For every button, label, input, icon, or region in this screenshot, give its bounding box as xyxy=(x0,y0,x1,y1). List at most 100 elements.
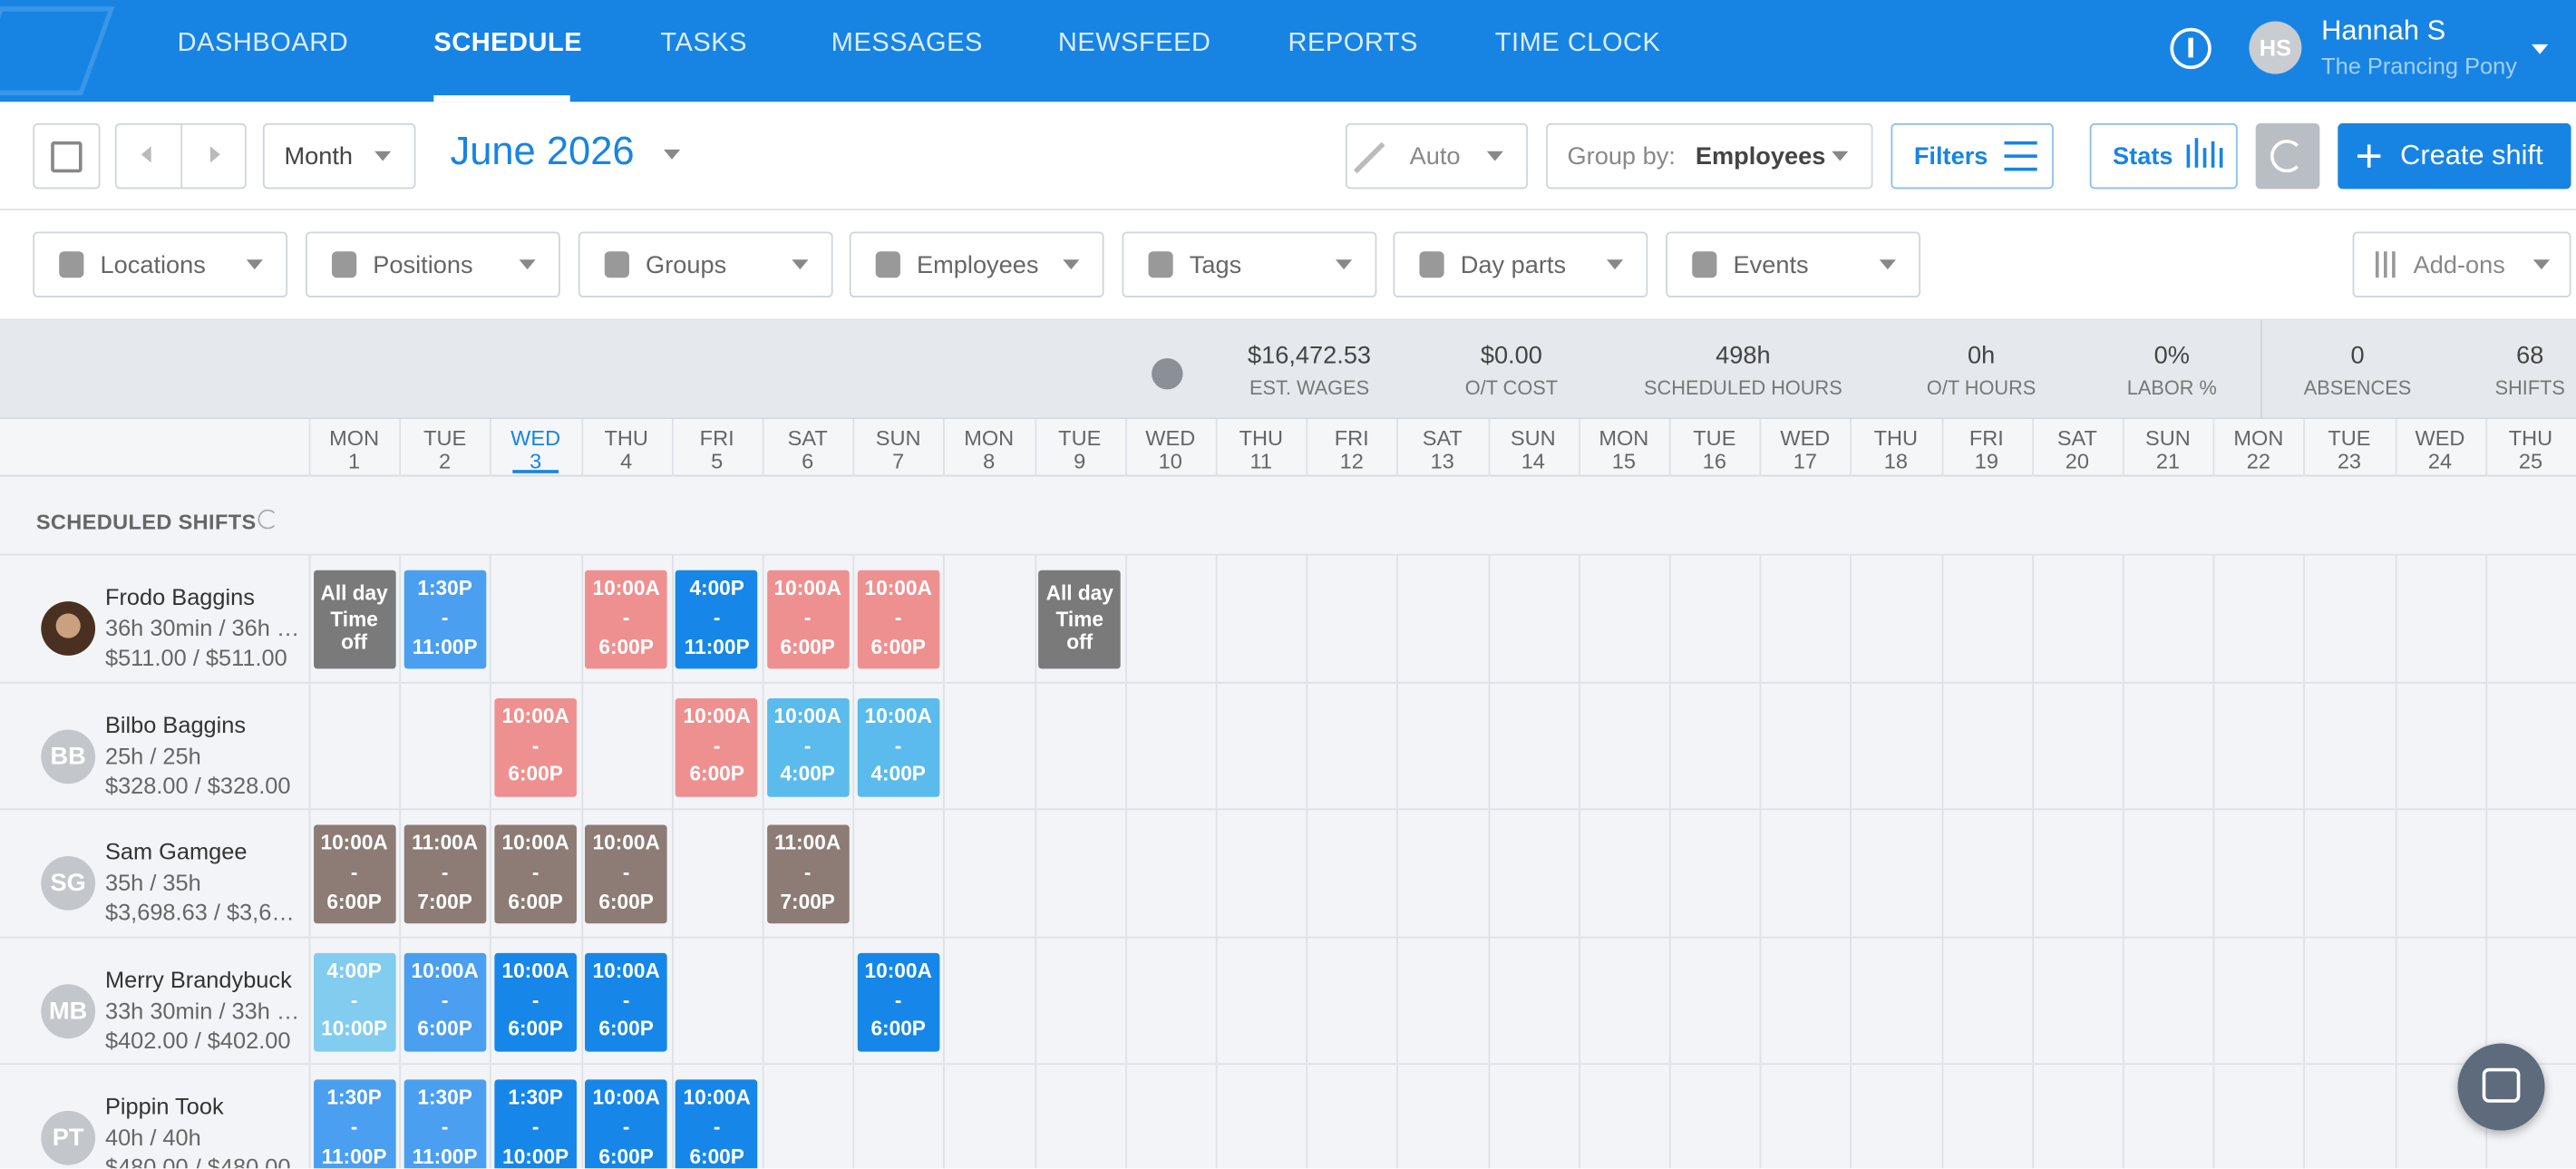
shift-block[interactable]: 10:00A - 6:00P xyxy=(857,951,940,1051)
auto-select[interactable]: Auto xyxy=(1345,122,1529,190)
nav-item[interactable]: MESSAGES xyxy=(831,29,983,58)
prev-next[interactable] xyxy=(114,122,247,190)
filter-dropdown[interactable]: Day parts xyxy=(1393,231,1648,297)
shift-block[interactable]: 10:00A - 6:00P xyxy=(585,951,668,1051)
grid-cell-line xyxy=(2212,555,2215,683)
filter-label: Employees xyxy=(917,251,1039,280)
shift-block[interactable]: 10:00A - 6:00P xyxy=(585,1079,668,1169)
shift-block[interactable]: 10:00A - 4:00P xyxy=(857,697,940,796)
shift-block[interactable]: 4:00P - 11:00P xyxy=(676,570,759,669)
info-icon[interactable] xyxy=(2170,27,2211,70)
shift-block[interactable]: 10:00A - 6:00P xyxy=(313,824,396,924)
group-by-select[interactable]: Group by: Employees xyxy=(1545,122,1873,190)
addons-dropdown[interactable]: Add-ons xyxy=(2352,231,2571,297)
user-avatar[interactable]: HS xyxy=(2249,21,2302,74)
shift-block[interactable]: 10:00A - 6:00P xyxy=(766,570,850,669)
shift-block[interactable]: 10:00A - 6:00P xyxy=(403,951,487,1051)
view-select[interactable]: Month xyxy=(262,122,416,190)
filter-dropdown[interactable]: Events xyxy=(1666,231,1921,297)
shift-block[interactable]: 10:00A - 6:00P xyxy=(676,1079,759,1169)
shift-block[interactable]: All day Time off xyxy=(313,570,396,669)
shift-block[interactable]: 10:00A - 6:00P xyxy=(494,951,578,1051)
shift-block[interactable]: 1:30P - 11:00P xyxy=(403,570,487,669)
day-number: 24 xyxy=(2427,448,2453,473)
grid-cell-line xyxy=(1487,682,1490,811)
stat-label: SCHEDULED HOURS xyxy=(1644,375,1842,400)
shift-block[interactable]: 10:00A - 6:00P xyxy=(494,697,578,796)
shift-block[interactable]: 10:00A - 6:00P xyxy=(585,824,668,924)
plus-v xyxy=(2367,144,2371,168)
next-arrow xyxy=(209,146,220,163)
shift-text: 4:00P xyxy=(689,577,744,601)
create-shift-label: Create shift xyxy=(2400,140,2543,171)
caret xyxy=(1832,151,1849,161)
filter-dropdown[interactable]: Positions xyxy=(306,231,560,297)
shift-block[interactable]: 10:00A - 4:00P xyxy=(766,697,850,796)
shift-block[interactable]: 11:00A - 7:00P xyxy=(403,824,487,924)
nav-item[interactable]: TASKS xyxy=(660,29,748,58)
filter-icon xyxy=(1692,251,1717,278)
shift-text: 7:00P xyxy=(417,890,472,914)
shift-text: 10:00A xyxy=(864,577,932,601)
shift-text: 6:00P xyxy=(598,1018,654,1041)
stats-label: Stats xyxy=(2113,142,2173,171)
nav-item[interactable]: DASHBOARD xyxy=(177,29,349,58)
grid-cell-line xyxy=(2122,810,2124,938)
grid-cell-line xyxy=(490,682,492,811)
shift-block[interactable]: 1:30P - 11:00P xyxy=(403,1079,487,1169)
shift-block[interactable]: 1:30P - 11:00P xyxy=(313,1079,396,1169)
grid-cell-line xyxy=(580,810,583,938)
shift-block[interactable]: 10:00A - 6:00P xyxy=(494,824,578,924)
caret xyxy=(1486,151,1503,161)
shift-text: - xyxy=(713,606,721,630)
filter-dropdown[interactable]: Groups xyxy=(578,231,833,297)
day-number: 12 xyxy=(1339,448,1364,473)
grid-cell-line xyxy=(399,810,402,938)
grid-cell-line xyxy=(1034,555,1036,683)
day-number: 13 xyxy=(1430,448,1454,473)
grid-cell-line xyxy=(1215,555,1218,683)
shift-block[interactable]: 11:00A - 7:00P xyxy=(766,824,850,924)
nav-item[interactable]: NEWSFEED xyxy=(1057,29,1211,58)
day-dow: WED xyxy=(1780,425,1831,451)
shift-block[interactable]: 10:00A - 6:00P xyxy=(676,697,759,796)
shift-block[interactable]: 10:00A - 6:00P xyxy=(857,570,940,669)
user-name[interactable]: Hannah S xyxy=(2321,15,2446,46)
chat-button[interactable] xyxy=(2457,1043,2545,1131)
filter-dropdown[interactable]: Locations xyxy=(33,231,288,297)
grid-cell-line xyxy=(308,810,311,938)
shift-block[interactable]: 4:00P - 10:00P xyxy=(313,951,396,1051)
caret xyxy=(374,151,392,161)
nav-item[interactable]: TIME CLOCK xyxy=(1494,29,1661,58)
shift-block[interactable]: 10:00A - 6:00P xyxy=(585,570,668,669)
day-col-line xyxy=(1034,419,1036,477)
filter-icon xyxy=(1419,251,1444,278)
shift-text: 6:00P xyxy=(508,890,563,914)
shift-text: 10:00P xyxy=(321,1018,388,1041)
shift-text: 6:00P xyxy=(508,1018,563,1041)
shift-text: 10:00A xyxy=(773,705,841,728)
shift-block[interactable]: All day Time off xyxy=(1038,570,1122,669)
filter-dropdown[interactable]: Employees xyxy=(849,231,1104,297)
filter-dropdown[interactable]: Tags xyxy=(1122,231,1377,297)
nav-active-underline xyxy=(433,95,570,102)
nav-item[interactable]: SCHEDULE xyxy=(433,29,583,58)
shift-text: 10:00A xyxy=(864,959,932,983)
shift-block[interactable]: 1:30P - 10:00P xyxy=(494,1079,578,1169)
nav-item[interactable]: REPORTS xyxy=(1288,29,1418,58)
shift-text: 10:00A xyxy=(501,705,569,728)
select-all-checkbox[interactable] xyxy=(33,122,101,190)
grid-cell-line xyxy=(1034,937,1036,1066)
day-dow: WED xyxy=(1145,425,1196,451)
day-number: 17 xyxy=(1793,448,1817,473)
filters-button[interactable]: Filters xyxy=(1891,122,2054,190)
employee-row: BB Bilbo Baggins 25h / 25h $328.00 / $328.0… xyxy=(0,681,2576,811)
grid-cell-line xyxy=(1940,1065,1943,1169)
grid-cell-line xyxy=(1759,682,1762,811)
shift-text: 1:30P xyxy=(417,1086,472,1110)
create-shift-button[interactable]: Create shift xyxy=(2338,122,2571,190)
stats-button[interactable]: Stats xyxy=(2089,122,2238,190)
shift-text: 6:00P xyxy=(508,763,563,786)
info-i xyxy=(2188,37,2193,58)
period-label[interactable]: June 2026 xyxy=(450,130,635,175)
